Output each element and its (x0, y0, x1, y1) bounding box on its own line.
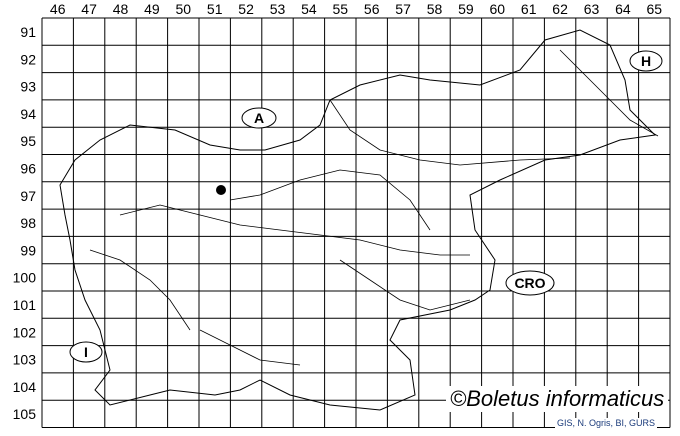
column-label: 57 (395, 1, 411, 17)
column-labels: 46 47 48 49 50 51 52 53 54 55 56 57 58 59 60 61 62 63 64 65 (50, 1, 662, 17)
row-label: 95 (20, 133, 36, 149)
column-label: 52 (238, 1, 254, 17)
country-label-austria: A (241, 107, 277, 129)
record-dot (216, 185, 226, 195)
row-label: 98 (20, 215, 36, 231)
column-label: 61 (521, 1, 537, 17)
copyright-text: ©Boletus informaticus (446, 386, 669, 412)
country-label-italy: I (69, 341, 103, 363)
column-label: 48 (113, 1, 129, 17)
row-label: 97 (20, 188, 36, 204)
row-label: 102 (13, 324, 37, 340)
column-label: 47 (81, 1, 97, 17)
column-label: 58 (427, 1, 443, 17)
column-label: 60 (490, 1, 506, 17)
country-label-text: A (254, 110, 264, 126)
row-label: 91 (20, 24, 36, 40)
row-label: 94 (20, 106, 36, 122)
country-label-text: CRO (514, 275, 545, 291)
column-label: 59 (458, 1, 474, 17)
credit-text: GIS, N. Ogris, BI, GURS (555, 418, 658, 428)
rivers (89, 49, 659, 366)
row-label: 100 (13, 270, 37, 286)
column-label: 53 (270, 1, 286, 17)
column-label: 55 (333, 1, 349, 17)
row-label: 99 (20, 242, 36, 258)
row-label: 104 (13, 379, 37, 395)
column-label: 65 (647, 1, 663, 17)
column-label: 56 (364, 1, 380, 17)
country-border (59, 29, 657, 411)
grid (41, 17, 671, 428)
row-label: 105 (13, 406, 37, 422)
row-label: 93 (20, 79, 36, 95)
column-label: 63 (584, 1, 600, 17)
row-label: 103 (13, 352, 37, 368)
column-label: 46 (50, 1, 66, 17)
column-label: 49 (144, 1, 160, 17)
column-label: 54 (301, 1, 317, 17)
column-label: 51 (207, 1, 223, 17)
column-label: 64 (615, 1, 631, 17)
country-label-text: H (641, 53, 651, 69)
row-label: 92 (20, 51, 36, 67)
row-label: 101 (13, 297, 37, 313)
column-label: 50 (176, 1, 192, 17)
row-labels: 91 92 93 94 95 96 97 98 99 100 101 102 103 104 105 (13, 24, 37, 422)
country-label-text: I (84, 344, 88, 360)
row-label: 96 (20, 161, 36, 177)
country-label-croatia: CRO (505, 270, 555, 296)
column-label: 62 (552, 1, 568, 17)
country-label-hungary: H (629, 50, 663, 72)
